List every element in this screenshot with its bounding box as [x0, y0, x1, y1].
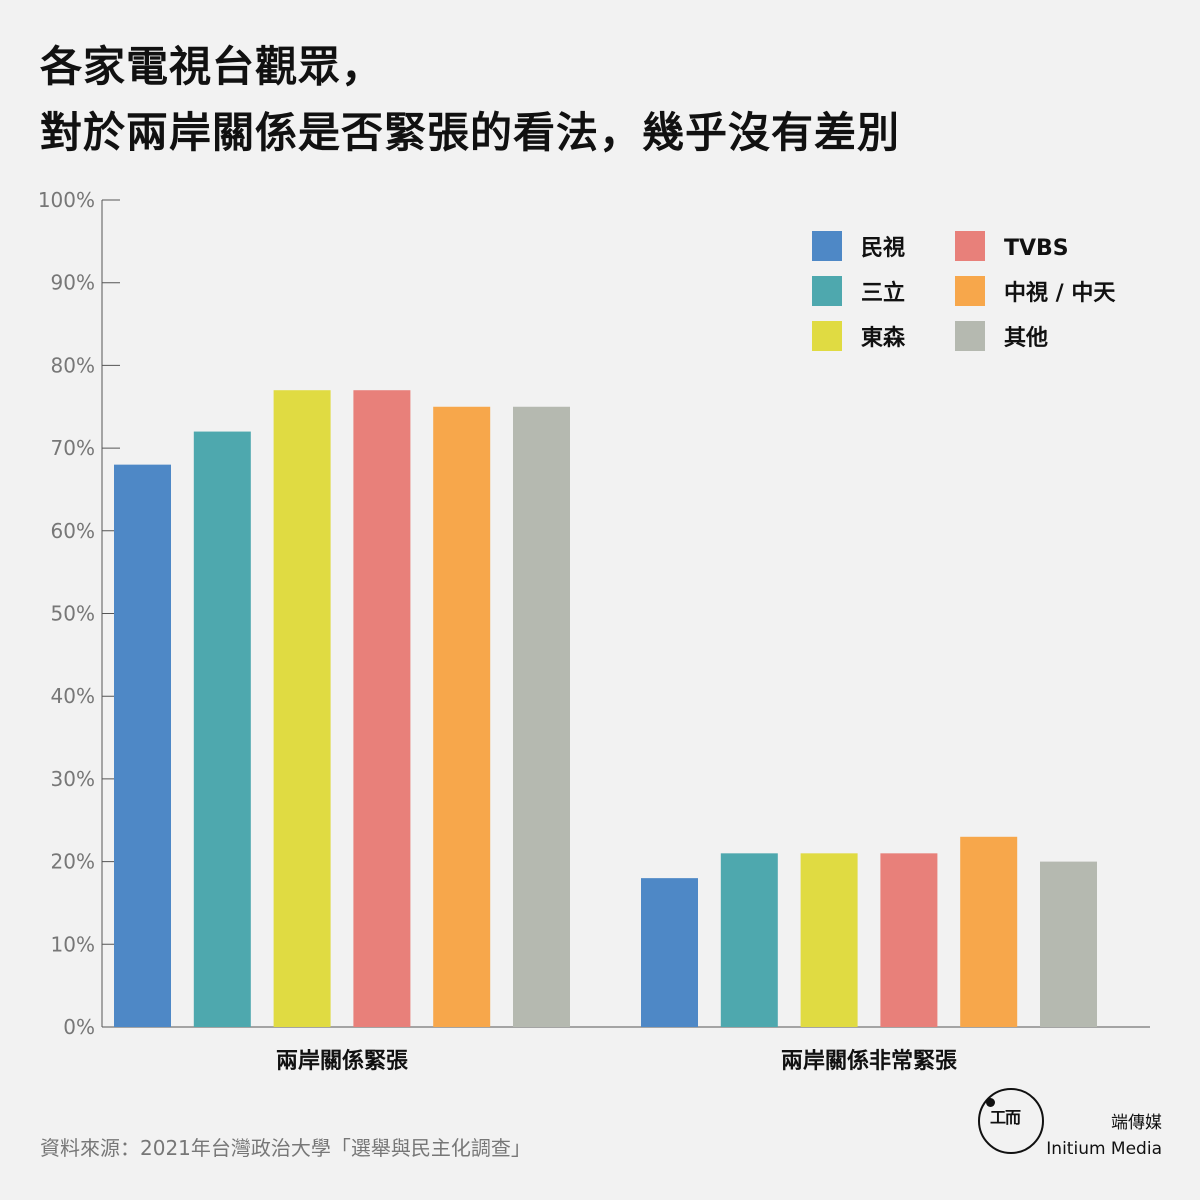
bar: [960, 836, 1018, 1027]
bar-chart: 0% 10% 20% 30% 40% 50% 60% 70% 80% 90% 100% 兩岸關係緊張 兩…: [38, 188, 1150, 1074]
legend-label: 民視: [861, 236, 905, 261]
x-tick-label: 兩岸關係緊張: [276, 1049, 409, 1074]
legend-swatch: [955, 321, 985, 351]
x-tick-label: 兩岸關係非常緊張: [781, 1048, 958, 1074]
logo-dot: [986, 1098, 995, 1107]
source-note: 資料來源：2021年台灣政治大學「選舉與民主化調查」: [40, 1136, 531, 1160]
bar: [114, 464, 171, 1027]
y-tick-label: 30%: [51, 767, 95, 791]
legend-swatch: [812, 231, 842, 261]
y-tick-label: 80%: [51, 353, 95, 377]
bar: [353, 390, 411, 1028]
initium-logo-icon: 工而: [978, 1088, 1044, 1154]
y-tick-label: 20%: [51, 850, 95, 874]
bar: [800, 853, 858, 1027]
bar: [641, 878, 698, 1027]
chart-title: 各家電視台觀眾， 對於兩岸關係是否緊張的看法，幾乎沒有差別: [40, 34, 900, 166]
legend-swatch: [955, 276, 985, 306]
brand: 端傳媒 Initium Media: [1046, 1110, 1162, 1162]
brand-name-en: Initium Media: [1046, 1139, 1162, 1159]
bar: [720, 853, 778, 1027]
legend-label: 東森: [861, 325, 906, 351]
legend-label: 中視 / 中天: [1004, 281, 1116, 306]
legend-label: TVBS: [1004, 236, 1069, 261]
bar: [880, 853, 938, 1027]
bar: [193, 431, 251, 1027]
y-tick-label: 40%: [51, 684, 95, 708]
bar: [1040, 861, 1097, 1027]
y-tick-label: 50%: [51, 602, 95, 626]
y-tick-label: 10%: [51, 932, 95, 956]
title-line-1: 各家電視台觀眾，: [40, 42, 385, 91]
legend-swatch: [955, 231, 985, 261]
y-tick-label: 60%: [51, 519, 95, 543]
title-line-2: 對於兩岸關係是否緊張的看法，幾乎沒有差別: [40, 108, 901, 157]
legend-label: 其他: [1004, 326, 1048, 351]
bar: [513, 406, 570, 1027]
legend-swatch: [812, 321, 842, 351]
y-tick-label: 100%: [38, 188, 95, 212]
brand-name-zh: 端傳媒: [1111, 1113, 1162, 1133]
y-tick-label: 70%: [51, 436, 95, 460]
y-tick-label: 90%: [51, 271, 95, 295]
legend-label: 三立: [861, 280, 905, 306]
bar: [273, 390, 331, 1028]
bar: [433, 406, 491, 1027]
legend-swatch: [812, 276, 842, 306]
y-tick-label: 0%: [63, 1015, 95, 1039]
logo-glyph: 工而: [990, 1108, 1021, 1127]
